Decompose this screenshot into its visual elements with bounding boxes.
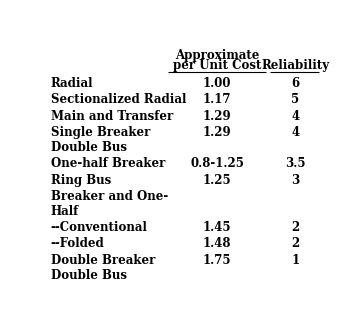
Text: 1.29: 1.29: [203, 110, 231, 123]
Text: Approximate: Approximate: [175, 49, 259, 62]
Text: Double Breaker: Double Breaker: [51, 254, 155, 267]
Text: Double Bus: Double Bus: [51, 269, 127, 282]
Text: 2: 2: [291, 221, 300, 234]
Text: --Conventional: --Conventional: [51, 221, 148, 234]
Text: 1.45: 1.45: [203, 221, 231, 234]
Text: 2: 2: [291, 237, 300, 250]
Text: Breaker and One-: Breaker and One-: [51, 190, 168, 203]
Text: 1.75: 1.75: [203, 254, 231, 267]
Text: 1.29: 1.29: [203, 126, 231, 139]
Text: 4: 4: [291, 110, 300, 123]
Text: Reliability: Reliability: [261, 59, 330, 72]
Text: Ring Bus: Ring Bus: [51, 174, 111, 187]
Text: 1.00: 1.00: [203, 77, 231, 90]
Text: 0.8-1.25: 0.8-1.25: [190, 157, 244, 170]
Text: per Unit Cost: per Unit Cost: [173, 59, 261, 72]
Text: 1.48: 1.48: [203, 237, 231, 250]
Text: Single Breaker: Single Breaker: [51, 126, 150, 139]
Text: 4: 4: [291, 126, 300, 139]
Text: --Folded: --Folded: [51, 237, 104, 250]
Text: 1: 1: [291, 254, 300, 267]
Text: 6: 6: [291, 77, 300, 90]
Text: 3.5: 3.5: [285, 157, 306, 170]
Text: 1.17: 1.17: [203, 93, 231, 106]
Text: One-half Breaker: One-half Breaker: [51, 157, 165, 170]
Text: Half: Half: [51, 205, 79, 218]
Text: Main and Transfer: Main and Transfer: [51, 110, 173, 123]
Text: Double Bus: Double Bus: [51, 141, 127, 154]
Text: Sectionalized Radial: Sectionalized Radial: [51, 93, 186, 106]
Text: Radial: Radial: [51, 77, 93, 90]
Text: 1.25: 1.25: [203, 174, 231, 187]
Text: 5: 5: [291, 93, 300, 106]
Text: 3: 3: [291, 174, 300, 187]
